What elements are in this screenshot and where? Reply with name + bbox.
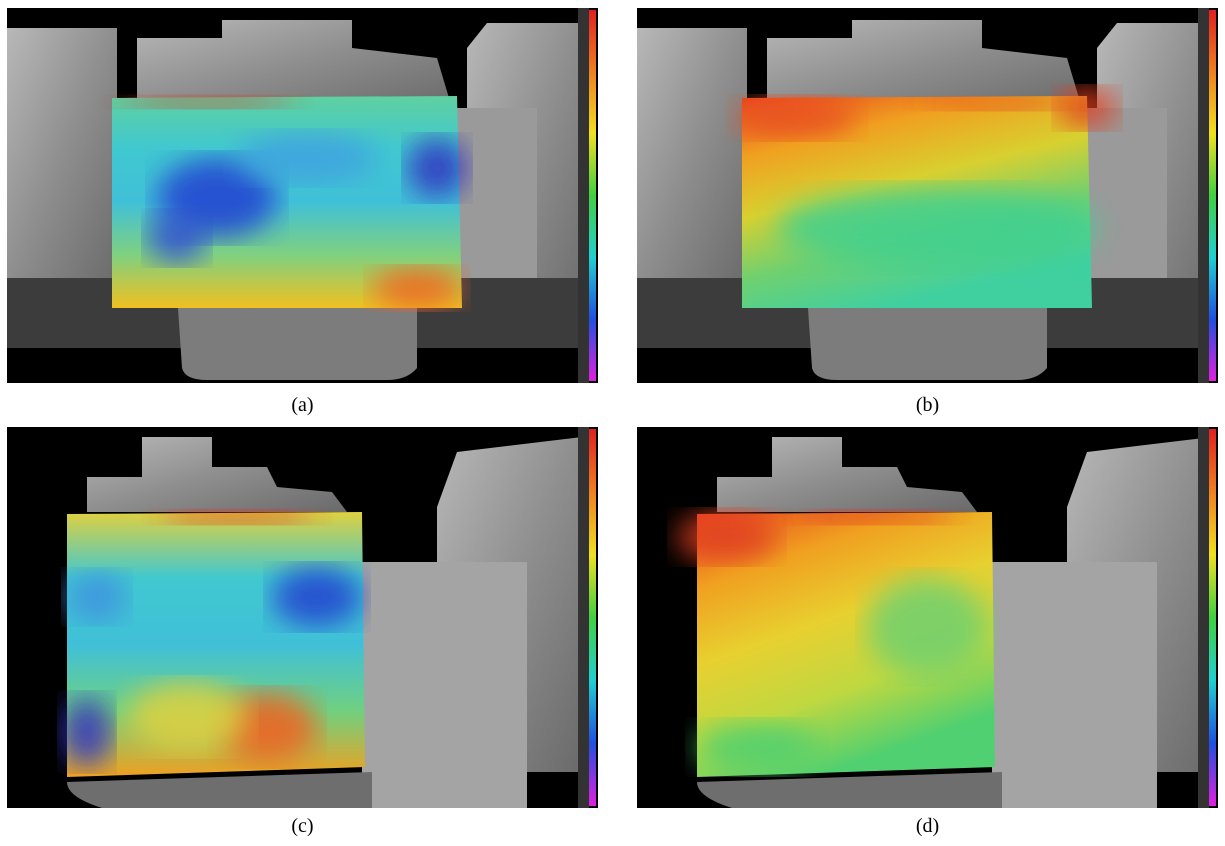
- scan-pedestal: [807, 293, 1047, 380]
- scan-block: [717, 437, 977, 512]
- colorbar-labels: [1198, 427, 1209, 808]
- scan-image: [7, 427, 598, 808]
- deviation-region: [127, 682, 247, 752]
- scan-block: [362, 562, 527, 808]
- scan-block: [7, 28, 117, 288]
- deviation-region: [372, 268, 462, 308]
- scan-pedestal: [177, 293, 417, 380]
- caption: (c): [291, 815, 314, 837]
- deviation-region: [67, 572, 127, 622]
- deviation-region: [407, 138, 467, 198]
- scan-image: [637, 8, 1218, 383]
- scan-block: [767, 20, 1082, 108]
- deviation-region: [237, 133, 377, 183]
- deviation-region: [272, 567, 362, 627]
- deviation-region: [157, 510, 317, 524]
- deviation-region: [867, 577, 987, 677]
- caption: (d): [915, 815, 940, 837]
- scan-pedestal: [67, 772, 372, 808]
- colorbar: [1209, 10, 1216, 381]
- colorbar: [589, 10, 596, 381]
- colorbar: [1209, 429, 1216, 806]
- deviation-region: [917, 98, 1077, 110]
- caption: (a): [291, 394, 314, 416]
- deviation-region: [797, 510, 957, 524]
- colorbar-labels: [1198, 8, 1209, 383]
- deviation-region: [697, 722, 817, 772]
- scan-block: [637, 28, 747, 288]
- deviation-region: [147, 213, 207, 263]
- caption: (b): [915, 394, 940, 416]
- scan-image: [637, 427, 1218, 808]
- deviation-region: [62, 697, 112, 767]
- scan-block: [992, 562, 1157, 808]
- deviation-region: [677, 512, 777, 562]
- scan-pedestal: [697, 772, 1002, 808]
- scan-block: [87, 437, 347, 512]
- deviation-region: [117, 96, 297, 108]
- deviation-region: [737, 98, 857, 138]
- colorbar-labels: [578, 427, 589, 808]
- scan-block: [137, 20, 452, 108]
- deviation-region: [777, 188, 1097, 268]
- colorbar-labels: [578, 8, 589, 383]
- deviation-map: [112, 96, 462, 308]
- deviation-region: [1057, 88, 1117, 128]
- scan-image: [7, 8, 598, 383]
- colorbar: [589, 429, 596, 806]
